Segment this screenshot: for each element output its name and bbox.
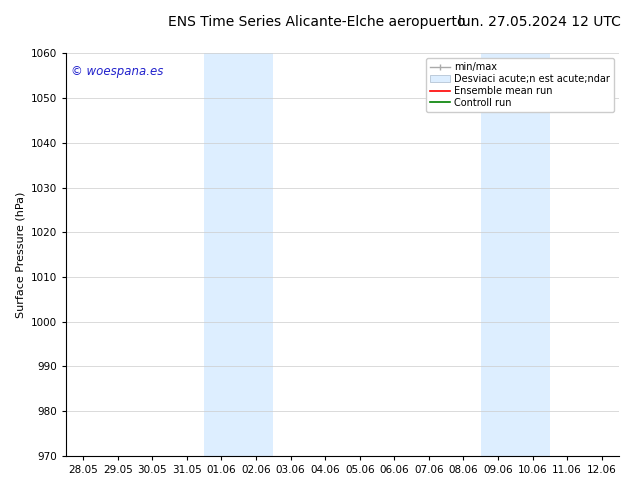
Text: lun. 27.05.2024 12 UTC: lun. 27.05.2024 12 UTC	[458, 15, 621, 29]
Legend: min/max, Desviaci acute;n est acute;ndar, Ensemble mean run, Controll run: min/max, Desviaci acute;n est acute;ndar…	[426, 58, 614, 112]
Bar	[481, 53, 550, 456]
Text: ENS Time Series Alicante-Elche aeropuerto: ENS Time Series Alicante-Elche aeropuert…	[168, 15, 466, 29]
Bar	[204, 53, 273, 456]
Y-axis label: Surface Pressure (hPa): Surface Pressure (hPa)	[15, 192, 25, 318]
Text: © woespana.es: © woespana.es	[72, 65, 164, 78]
